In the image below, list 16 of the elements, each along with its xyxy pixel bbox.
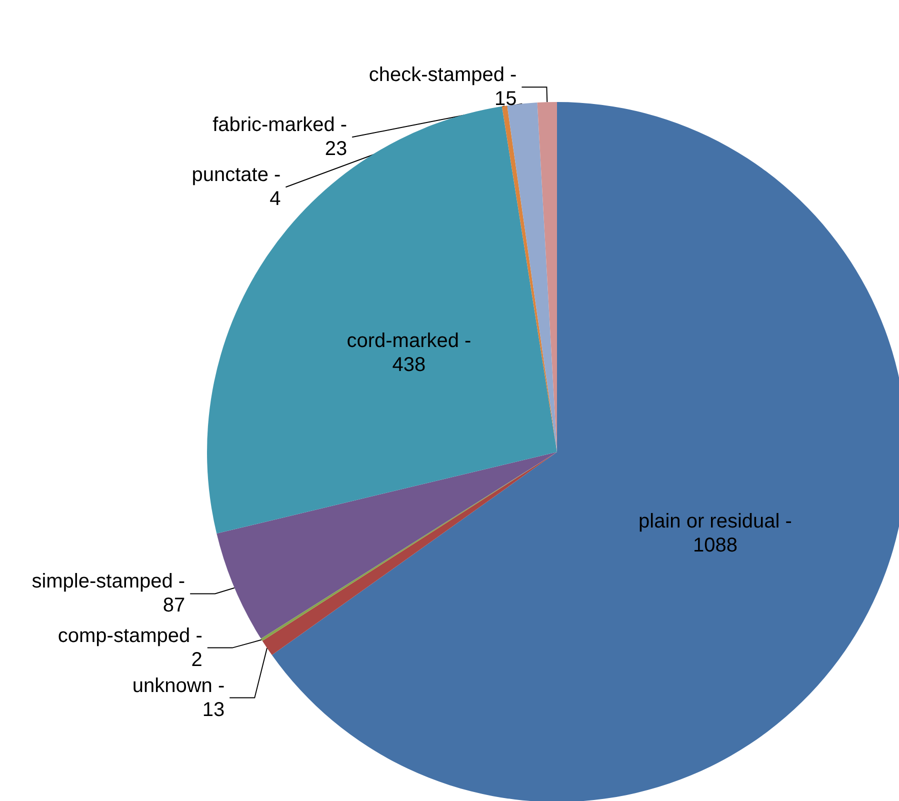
slice-label: unknown - (132, 674, 225, 697)
data-label: 1088 (692, 534, 738, 557)
slice-label: check-stamped - (368, 64, 517, 86)
slice-label: comp-stamped - (58, 624, 202, 647)
data-label: 13 (202, 698, 225, 721)
data-label: 15 (494, 88, 517, 110)
data-label: 23 (324, 138, 348, 160)
data-label: 438 (392, 354, 426, 376)
slice-label: simple-stamped - (32, 570, 186, 593)
slice-label: plain or residual - (638, 510, 792, 533)
data-label: 4 (270, 188, 281, 210)
slice-label: fabric-marked - (212, 114, 348, 136)
data-label: 87 (162, 594, 186, 617)
slice-label: cord-marked - (346, 330, 472, 352)
data-label: 2 (191, 648, 202, 671)
slice-label: punctate - (192, 164, 281, 186)
